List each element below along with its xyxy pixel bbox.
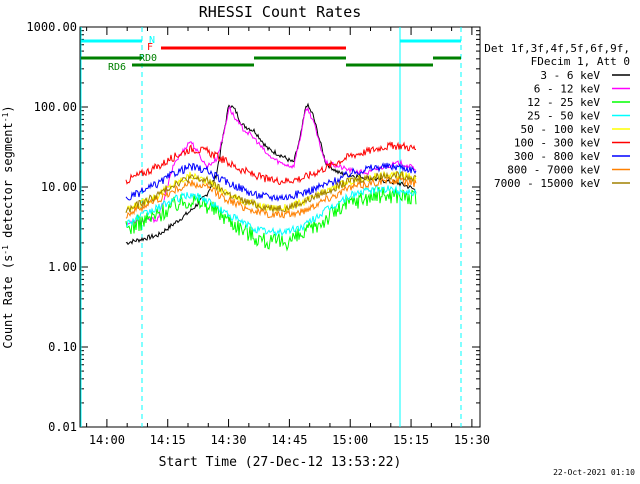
y-tick-label: 10.00 <box>41 180 77 194</box>
series-line-4 <box>125 170 417 213</box>
legend-label-6: 300 - 800 keV <box>514 150 600 163</box>
x-tick-label: 14:45 <box>271 433 307 447</box>
y-axis-label-mid: detector segment <box>1 122 15 245</box>
legend-label-1: 6 - 12 keV <box>534 83 601 96</box>
plot-frame <box>79 26 481 428</box>
legend-label-4: 50 - 100 keV <box>521 123 601 136</box>
attenuator-state-bars <box>81 39 461 67</box>
chart-legend: Det 1f,3f,4f,5f,6f,9f, FDecim 1, Att 0 3… <box>484 42 630 190</box>
y-tick-label: 0.10 <box>48 340 77 354</box>
legend-header-line1: Det 1f,3f,4f,5f,6f,9f, <box>484 42 630 55</box>
x-tick-label: 15:00 <box>332 433 368 447</box>
y-axis-label-sup2: -1 <box>1 112 10 122</box>
series-line-6 <box>125 162 417 202</box>
x-tick-label: 14:30 <box>211 433 247 447</box>
x-axis-ticks: 14:00 14:15 14:30 14:45 15:00 15:15 15:30 <box>86 27 490 447</box>
label-f: F <box>147 42 153 53</box>
x-tick-label: 14:00 <box>89 433 125 447</box>
label-n: N <box>149 35 155 46</box>
y-tick-label: 100.00 <box>34 100 77 114</box>
x-tick-label: 14:15 <box>150 433 186 447</box>
legend-label-7: 800 - 7000 keV <box>507 164 600 177</box>
y-tick-label: 1.00 <box>48 260 77 274</box>
legend-label-5: 100 - 300 keV <box>514 137 600 150</box>
y-axis-label-end: ) <box>1 105 15 112</box>
series-line-3 <box>125 185 417 237</box>
series-line-5 <box>125 141 416 186</box>
legend-label-8: 7000 - 15000 keV <box>494 177 600 190</box>
attenuator-marker-lines <box>80 27 462 427</box>
label-rd6: RD6 <box>108 62 126 73</box>
footer-date: 22-Oct-2021 01:10 <box>553 468 635 477</box>
x-tick-label: 15:30 <box>454 433 490 447</box>
y-axis-label-sup1: -1 <box>1 245 10 255</box>
legend-header-line2: FDecim 1, Att 0 <box>531 55 630 68</box>
y-tick-label: 0.01 <box>48 420 77 434</box>
count-rate-series <box>125 102 417 252</box>
label-rd0: RD0 <box>139 53 157 64</box>
plot-border <box>79 26 481 428</box>
y-axis-ticks: 0.01 0.10 1.00 10.00 100.00 1000.00 <box>26 20 480 434</box>
x-tick-label: 15:15 <box>393 433 429 447</box>
x-axis-label: Start Time (27-Dec-12 13:53:22) <box>159 455 402 470</box>
series-line-8 <box>125 170 417 214</box>
y-axis-label: Count Rate (s-1 detector segment-1) <box>1 105 15 348</box>
chart-title: RHESSI Count Rates <box>199 3 362 21</box>
y-tick-label: 1000.00 <box>26 20 77 34</box>
legend-label-3: 25 - 50 keV <box>527 110 600 123</box>
legend-label-2: 12 - 25 keV <box>527 96 600 109</box>
series-line-1 <box>125 105 417 227</box>
series-line-7 <box>125 175 417 219</box>
y-axis-label-main: Count Rate (s <box>1 255 15 349</box>
legend-label-0: 3 - 6 keV <box>540 69 600 82</box>
